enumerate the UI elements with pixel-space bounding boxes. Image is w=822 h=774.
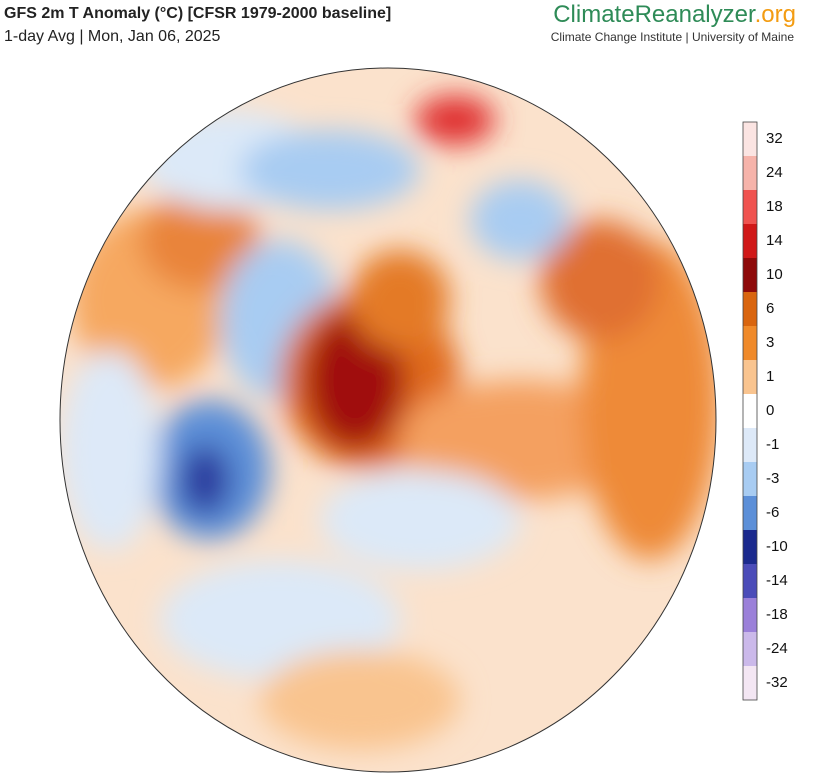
colorbar-label: -14 [766, 572, 788, 589]
colorbar-segment [743, 666, 757, 700]
title: GFS 2m T Anomaly (°C) [CFSR 1979-2000 ba… [4, 5, 391, 22]
colorbar-label: 1 [766, 368, 774, 385]
colorbar-segment [743, 428, 757, 462]
colorbar-label: -18 [766, 606, 788, 623]
colorbar-segment [743, 530, 757, 564]
colorbar-label: -3 [766, 470, 779, 487]
colorbar-segment [743, 258, 757, 292]
colorbar-label: -32 [766, 674, 788, 691]
colorbar-label: 32 [766, 130, 783, 147]
globe-outline [59, 67, 717, 773]
colorbar-label: 10 [766, 266, 783, 283]
colorbar-segment [743, 190, 757, 224]
colorbar-segment [743, 122, 757, 156]
brand-tagline: Climate Change Institute | University of… [551, 30, 795, 44]
colorbar-label: 6 [766, 300, 774, 317]
brand-suffix: .org [755, 1, 796, 28]
colorbar-label: 0 [766, 402, 774, 419]
colorbar-label: 14 [766, 232, 783, 249]
colorbar-segment [743, 564, 757, 598]
colorbar-label: 3 [766, 334, 774, 351]
colorbar-label: -6 [766, 504, 779, 521]
colorbar-segment [743, 632, 757, 666]
colorbar-segment [743, 326, 757, 360]
colorbar-segment [743, 496, 757, 530]
colorbar-segment [743, 394, 757, 428]
colorbar-segment [743, 598, 757, 632]
colorbar-label: -24 [766, 640, 788, 657]
colorbar-label: -1 [766, 436, 779, 453]
globe [60, 68, 716, 772]
colorbar-segment [743, 156, 757, 190]
subtitle: 1-day Avg | Mon, Jan 06, 2025 [4, 28, 221, 45]
brand: ClimateReanalyzer.org [553, 1, 796, 28]
colorbar-label: 18 [766, 198, 783, 215]
colorbar-label: -10 [766, 538, 788, 555]
colorbar-segment [743, 360, 757, 394]
colorbar-segment [743, 292, 757, 326]
colorbar-label: 24 [766, 164, 783, 181]
colorbar-frame [742, 121, 758, 701]
brand-name: ClimateReanalyzer [553, 1, 756, 28]
colorbar-segment [743, 224, 757, 258]
colorbar-segment [743, 462, 757, 496]
